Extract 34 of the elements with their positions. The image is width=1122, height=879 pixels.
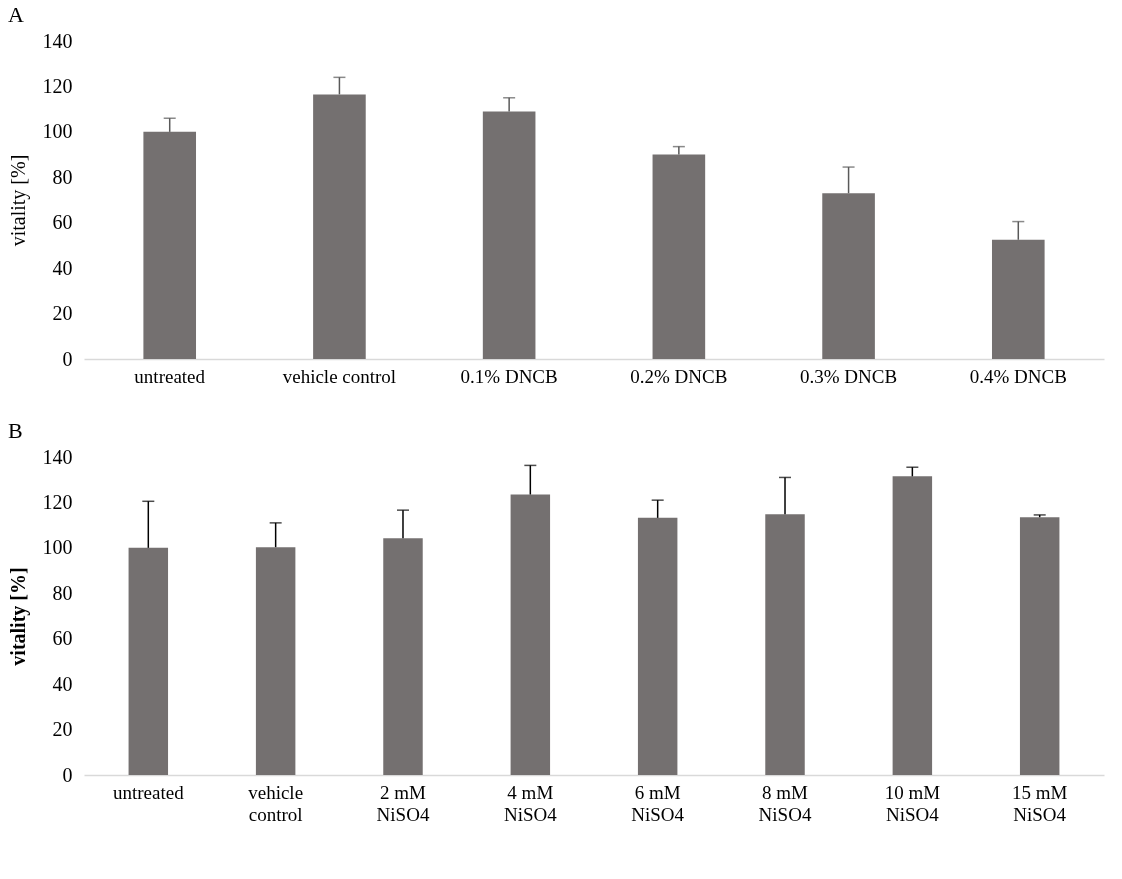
text: B	[8, 418, 23, 443]
x-tick-label: 0.3% DNCB	[800, 365, 898, 387]
y-tick-label: 120	[42, 74, 73, 97]
y-tick-label: 100	[42, 536, 73, 559]
y-tick-label: 20	[52, 718, 73, 741]
x-tick-label: 10 mM NiSO4	[884, 781, 941, 825]
x-tick-label: vehicle control	[282, 365, 397, 387]
y-tick-label: 120	[42, 490, 73, 513]
y-tick-label: 20	[52, 302, 73, 325]
x-tick-label: 8 mM NiSO4	[758, 781, 812, 825]
x-tick-label: 0.4% DNCB	[969, 365, 1067, 387]
x-tick-label: 0.2% DNCB	[630, 365, 728, 387]
y-tick-label: 0	[62, 763, 73, 786]
y-tick-label: 0	[62, 347, 73, 370]
x-tick-label: untreated	[134, 365, 206, 387]
x-tick-label: 4 mM NiSO4	[503, 781, 558, 825]
x-tick-label: 15 mM NiSO4	[1011, 781, 1068, 825]
y-tick-label: 40	[52, 672, 73, 695]
x-tick-label: 0.1% DNCB	[460, 365, 558, 387]
x-tick-label: vehicle control	[248, 781, 304, 825]
y-tick-label: 140	[42, 445, 73, 468]
x-tick-label: 2 mM NiSO4	[376, 781, 430, 825]
y-tick-label: 140	[42, 29, 73, 52]
y-tick-label: 80	[52, 581, 73, 604]
y-tick-label: 100	[42, 120, 73, 143]
text: A	[8, 2, 24, 27]
y-tick-label: 40	[52, 256, 73, 279]
y-axis-title: vitality [%]	[6, 154, 30, 247]
x-tick-label: 6 mM NiSO4	[631, 781, 685, 825]
y-tick-label: 80	[52, 165, 73, 188]
y-tick-label: 60	[52, 211, 73, 234]
x-tick-label: untreated	[112, 781, 185, 803]
y-axis-title: vitality [%]	[6, 567, 30, 666]
y-tick-label: 60	[52, 627, 73, 650]
